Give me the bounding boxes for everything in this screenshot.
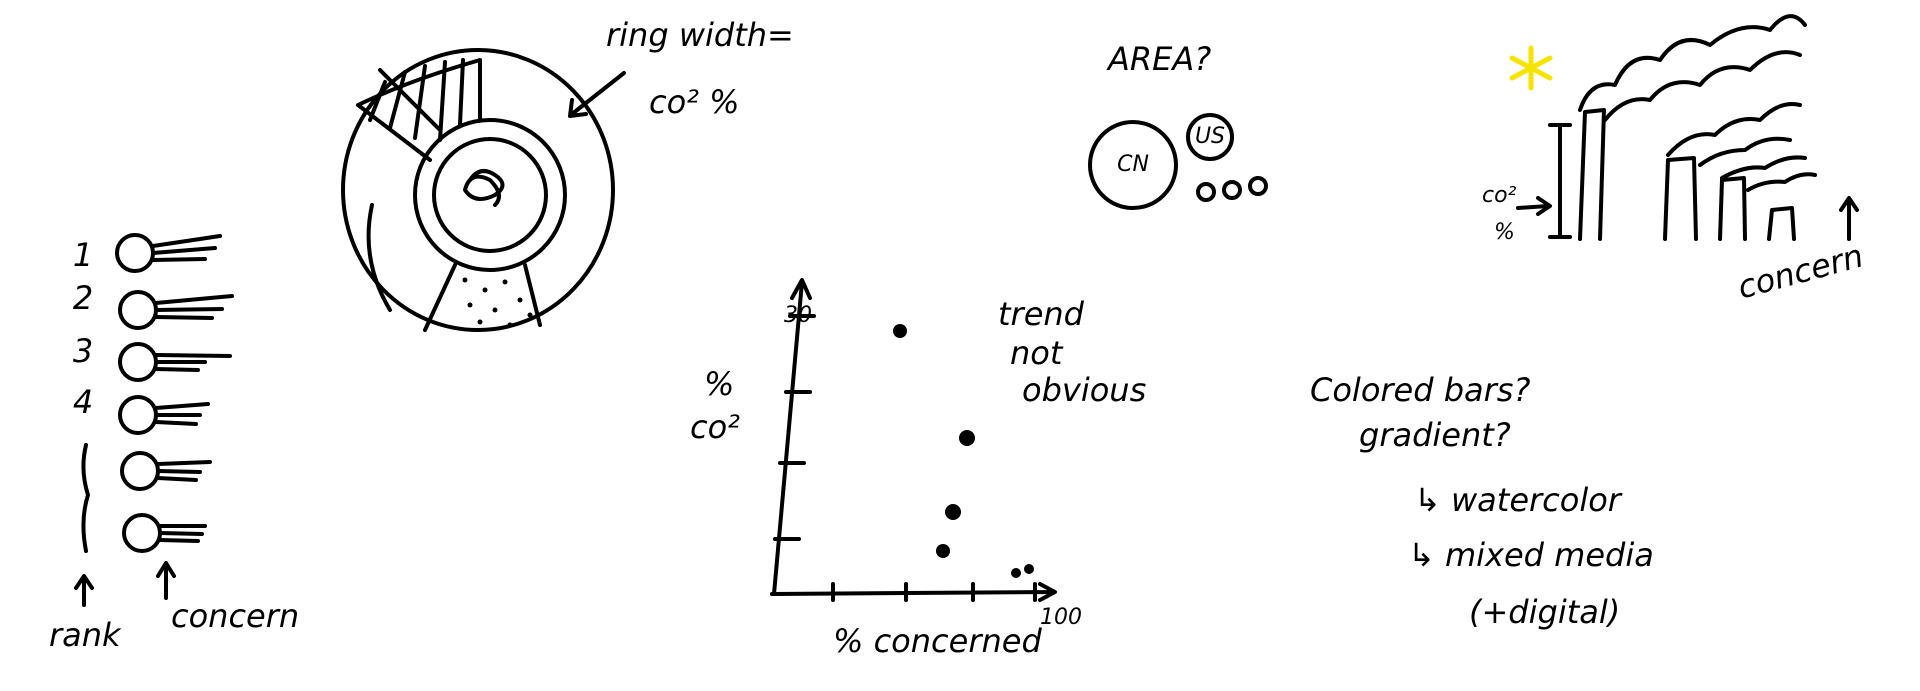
axis-label: % concerned (833, 622, 1042, 660)
smokestacks: co² % concern (1482, 14, 1868, 307)
area-circles: AREA? CN US (1088, 40, 1268, 210)
rank-number: 2 (73, 279, 93, 317)
points (893, 324, 1034, 578)
axis-label: % (704, 365, 734, 403)
rank-list: 1 2 3 4 rank concern (49, 233, 299, 654)
idea: (+digital) (1469, 593, 1620, 631)
idea: Colored bars? (1310, 371, 1530, 409)
circle-label: US (1195, 124, 1225, 149)
lollipops (74, 233, 234, 607)
rank-number: 4 (73, 383, 93, 421)
axis-label: rank (49, 616, 122, 654)
scatter-sketch: 30 100 % concerned % co² trend not obvio… (690, 278, 1146, 660)
idea: ↳ mixed media (1408, 536, 1654, 574)
dots (462, 277, 533, 328)
title: AREA? (1106, 40, 1211, 78)
rank-number: 1 (73, 236, 93, 274)
tick-label: 100 (1040, 605, 1082, 630)
idea: gradient? (1359, 416, 1511, 454)
note: obvious (1022, 371, 1146, 409)
note: ring width= (606, 16, 794, 54)
note: co² % (649, 83, 740, 121)
tick-label: 30 (784, 303, 812, 328)
axis-label: % (1494, 220, 1515, 245)
note: not (1010, 334, 1064, 372)
circle-label: CN (1117, 152, 1149, 177)
axis-label: concern (1734, 237, 1868, 307)
ring-chart: ring width= co² % (341, 16, 794, 332)
axis-label: co² (1482, 183, 1517, 208)
rank-number: 3 (73, 332, 93, 370)
axis-label: concern (171, 597, 299, 635)
ideas: Colored bars? gradient? ↳ watercolor ↳ m… (1310, 371, 1654, 631)
axis-label: co² (690, 408, 740, 446)
note: trend (998, 295, 1085, 333)
idea: ↳ watercolor (1414, 481, 1623, 519)
